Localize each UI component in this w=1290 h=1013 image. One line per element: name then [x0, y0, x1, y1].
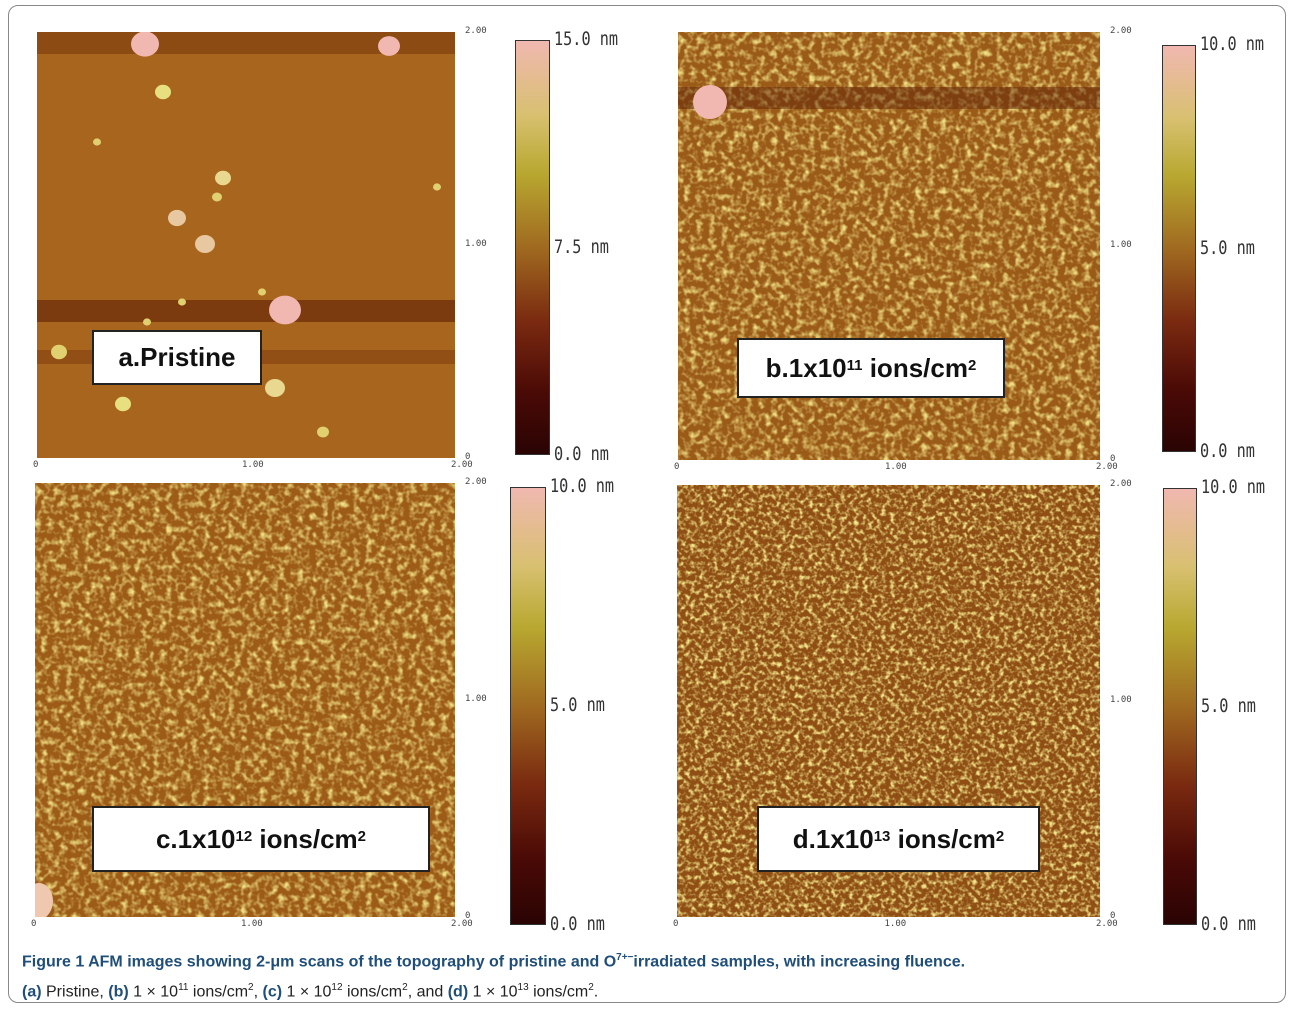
caption-text: 1 × 10 — [128, 983, 179, 1001]
caption-text: , — [253, 983, 263, 1001]
label-part: 2 — [995, 827, 1005, 845]
caption-text: Pristine, — [41, 983, 109, 1001]
panel-label: a.Pristine — [92, 330, 262, 385]
colorbar — [1162, 45, 1196, 452]
x-tick-label: 2.00 — [1096, 919, 1118, 929]
y-tick-label: 1.00 — [465, 239, 487, 249]
caption-text: 2 — [402, 982, 408, 993]
colorbar-label: 5.0 nm — [1200, 236, 1255, 259]
x-tick-label: 1.00 — [884, 919, 907, 929]
x-tick-label: 2.00 — [1096, 462, 1118, 472]
caption-line: Figure 1 AFM images showing 2-μm scans o… — [22, 952, 965, 971]
caption-text: 2 — [248, 982, 254, 993]
caption-text: (b) — [108, 983, 129, 1001]
label-part: ions/cm — [890, 823, 996, 854]
x-tick-label: 0 — [673, 919, 679, 929]
colorbar-label: 10.0 nm — [1201, 476, 1266, 498]
label-part: d.1x10 — [792, 823, 874, 854]
colorbar — [1163, 488, 1197, 925]
y-tick-label: 2.00 — [465, 26, 487, 36]
caption-text: 1 × 10 — [282, 983, 332, 1001]
x-tick-label: 0 — [33, 460, 39, 470]
colorbar-label: 10.0 nm — [550, 475, 615, 497]
label-part: ions/cm — [862, 352, 968, 383]
caption-text: irradiated samples, with increasing flue… — [633, 953, 966, 971]
colorbar-label: 0.0 nm — [554, 443, 609, 465]
caption-text: , and — [407, 983, 448, 1001]
label-part: b.1x10 — [765, 352, 847, 383]
colorbar-label: 10.0 nm — [1200, 33, 1265, 55]
y-tick-label: 0 — [1110, 911, 1116, 921]
y-tick-label: 1.00 — [1110, 695, 1132, 705]
colorbar-label: 15.0 nm — [554, 28, 619, 50]
colorbar-label: 0.0 nm — [1200, 440, 1255, 462]
caption-text: ions/cm — [188, 983, 249, 1001]
label-part: a.Pristine — [118, 342, 236, 372]
y-tick-label: 0 — [1110, 454, 1116, 464]
x-tick-label: 0 — [674, 462, 680, 472]
x-tick-label: 0 — [31, 919, 37, 929]
label-part: 13 — [873, 827, 891, 845]
y-tick-label: 2.00 — [465, 477, 487, 487]
label-part: c.1x10 — [155, 823, 236, 854]
caption-text: 13 — [517, 982, 529, 993]
colorbar — [510, 487, 546, 925]
x-tick-label: 1.00 — [242, 460, 264, 470]
caption-text: Figure 1 AFM images showing 2-μm scans o… — [22, 953, 617, 971]
x-tick-label: 1.00 — [241, 919, 263, 929]
caption-text: (d) — [447, 983, 469, 1001]
caption-text: 12 — [331, 982, 343, 993]
panel-label: b.1x10 11 ions/cm 2 — [737, 338, 1005, 398]
caption-text: 11 — [178, 982, 189, 993]
label-part: ions/cm — [252, 823, 358, 854]
panel-label: d.1x10 13 ions/cm 2 — [757, 806, 1040, 872]
y-tick-label: 1.00 — [465, 694, 487, 704]
x-tick-label: 1.00 — [885, 462, 907, 472]
afm-image — [37, 32, 455, 458]
y-tick-label: 2.00 — [1110, 479, 1132, 489]
label-part: 11 — [846, 356, 863, 374]
y-tick-label: 1.00 — [1110, 240, 1132, 250]
label-part: 12 — [235, 827, 253, 845]
caption-text: ions/cm — [528, 983, 589, 1001]
colorbar-label: 0.0 nm — [1201, 913, 1256, 935]
colorbar-label: 5.0 nm — [1201, 694, 1256, 717]
caption-text: (c) — [262, 983, 283, 1001]
colorbar-label: 5.0 nm — [550, 694, 605, 716]
panel-label: c.1x10 12 ions/cm 2 — [92, 806, 430, 872]
caption-text: 1 × 10 — [468, 983, 518, 1001]
colorbar-label: 0.0 nm — [550, 913, 605, 935]
y-tick-label: 0 — [465, 911, 471, 921]
label-part: 2 — [357, 827, 367, 845]
label-part: 2 — [967, 356, 977, 374]
colorbar-label: 7.5 nm — [554, 235, 609, 258]
caption-line: (a) Pristine, (b) 1 × 1011 ions/cm2, (c)… — [22, 982, 598, 1001]
caption-text: . — [593, 983, 599, 1001]
figure-frame — [8, 5, 1286, 1003]
x-tick-label: 2.00 — [451, 919, 473, 929]
caption-text: 7+− — [616, 952, 634, 963]
colorbar — [515, 40, 550, 455]
caption-text: (a) — [22, 983, 42, 1001]
y-tick-label: 0 — [465, 452, 471, 462]
y-tick-label: 2.00 — [1110, 26, 1132, 36]
x-tick-label: 2.00 — [451, 460, 473, 470]
caption-text: 2 — [588, 982, 594, 993]
caption-text: ions/cm — [342, 983, 403, 1001]
